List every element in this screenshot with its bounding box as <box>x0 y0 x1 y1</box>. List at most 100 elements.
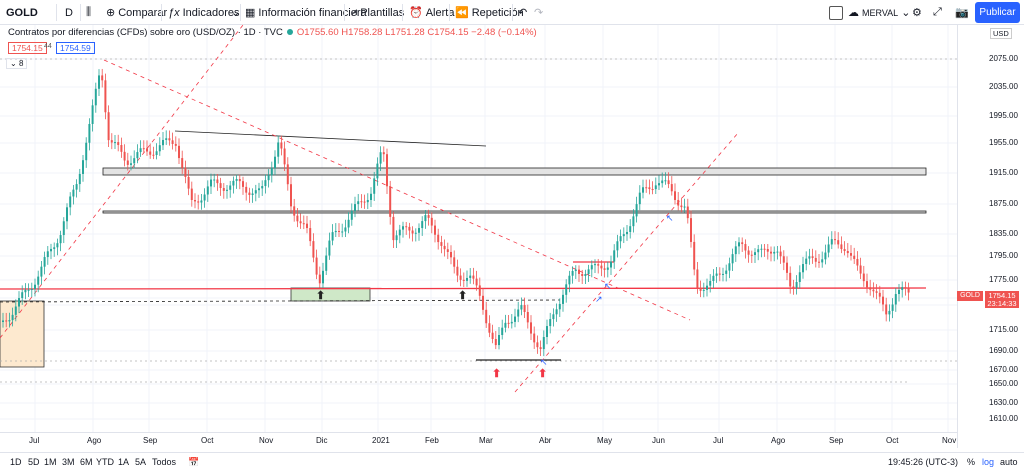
resistance-zone-drawing[interactable] <box>102 167 927 176</box>
financials-button[interactable]: ▦ Información financiera <box>245 6 367 20</box>
highlight-box-drawing[interactable] <box>0 300 45 368</box>
bottom-toolbar: 1D 5D 1M 3M 6M YTD 1A 5A Todos 📅 19:45:26 (UTC-3… <box>0 452 1024 473</box>
arrow-icon: ↖ <box>604 281 612 291</box>
candle-body <box>421 221 424 229</box>
downtrend-line-drawing[interactable] <box>103 59 691 321</box>
plus-circle-icon: ⊕ <box>106 7 116 19</box>
range-button-ytd[interactable]: YTD <box>96 457 114 467</box>
candle-body <box>270 167 273 176</box>
candle-body <box>414 232 417 234</box>
settings-button[interactable]: ⚙ <box>912 0 922 25</box>
candle-body <box>110 140 113 143</box>
candle-body <box>280 142 283 149</box>
candle-body <box>824 252 827 260</box>
range-button-6m[interactable]: 6M <box>80 457 93 467</box>
horizontal-line-drawing[interactable] <box>0 287 927 290</box>
undo-button[interactable]: ↶ <box>518 0 527 25</box>
candle-body <box>757 249 760 253</box>
range-button-5a[interactable]: 5A <box>135 457 147 467</box>
candle-body <box>366 199 369 203</box>
divider <box>512 4 513 21</box>
price-label: 1670.00 <box>989 365 1018 374</box>
candle-body <box>894 294 897 305</box>
candle-body <box>878 292 881 297</box>
range-button-1a[interactable]: 1A <box>118 457 130 467</box>
candle-body <box>37 276 40 285</box>
last-price-tag: GOLD 1754.15 23:14:33 <box>957 291 1019 308</box>
chart-type-button[interactable]: ⫼ <box>86 0 91 25</box>
candle-body <box>622 234 625 237</box>
candle-body <box>178 145 180 159</box>
candle-body <box>248 192 251 195</box>
percent-toggle[interactable]: % <box>967 457 976 467</box>
candle-body <box>722 273 724 275</box>
layout-button[interactable]: ☁ MERVAL ⌄ <box>848 7 911 19</box>
time-label: Dic <box>316 436 328 445</box>
alert-button[interactable]: ⏰ Alerta <box>409 6 455 20</box>
trend-line-drawing[interactable] <box>174 130 487 147</box>
candle-body <box>542 337 545 350</box>
candle-body <box>443 245 446 250</box>
candle-body <box>885 304 888 315</box>
snapshot-button[interactable]: 📷 <box>955 0 969 25</box>
square-icon <box>829 5 843 20</box>
candle-body <box>466 277 468 281</box>
range-button-1m[interactable]: 1M <box>44 457 57 467</box>
timezone-button[interactable]: 19:45:26 (UTC-3) <box>888 457 959 467</box>
candle-body <box>475 278 478 286</box>
interval-button[interactable]: D <box>65 6 73 19</box>
price-chart[interactable]: ⬆ ⬆ ⬆ ⬆ ↗ ↖ ↖ ↖ <box>0 25 1024 448</box>
redo-button[interactable]: ↷ <box>534 0 543 25</box>
candle-body <box>158 145 161 152</box>
candle-body <box>565 284 568 295</box>
range-button-5d[interactable]: 5D <box>28 457 40 467</box>
channel-line-drawing[interactable] <box>0 25 244 339</box>
fullscreen-button[interactable]: ⤢ <box>933 0 942 25</box>
log-toggle[interactable]: log <box>982 457 995 467</box>
auto-toggle[interactable]: auto <box>1000 457 1018 467</box>
replay-button[interactable]: ⏪ Repetición <box>455 6 524 20</box>
candle-body <box>62 221 65 236</box>
range-button-1d[interactable]: 1D <box>10 457 22 467</box>
candle-body <box>101 75 104 81</box>
candle-body <box>296 215 299 222</box>
price-label: 1690.00 <box>989 346 1018 355</box>
price-label: 2035.00 <box>989 82 1018 91</box>
support-zone-drawing[interactable] <box>290 287 371 302</box>
candle-body <box>798 272 801 282</box>
support-line-drawing[interactable] <box>102 210 927 214</box>
candle-body <box>670 184 673 192</box>
candle-body <box>517 309 520 317</box>
compare-button[interactable]: ⊕ Comparar <box>106 6 168 20</box>
templates-button[interactable]: ⩘ Plantillas <box>351 6 405 19</box>
candle-body <box>75 184 78 190</box>
fullscreen-square-button[interactable] <box>829 0 843 25</box>
indicators-button[interactable]: ƒx Indicadores <box>168 6 240 19</box>
uptrend-line-drawing[interactable] <box>514 132 739 393</box>
time-scale[interactable]: Jul Ago Sep Oct Nov Dic 2021 Feb Mar Abr May Jun Jul… <box>0 432 957 448</box>
currency-label[interactable]: USD <box>990 28 1012 39</box>
publish-button[interactable]: Publicar <box>975 2 1020 23</box>
indicators-dropdown[interactable]: ⌄ <box>231 0 240 25</box>
calendar-icon: 📅 <box>188 457 200 467</box>
divider <box>449 4 450 21</box>
candle-body <box>152 154 155 156</box>
candle-body <box>107 112 110 141</box>
candle-body <box>597 264 600 266</box>
candle-body <box>731 254 734 264</box>
dashed-line-drawing[interactable] <box>0 299 561 303</box>
candle-body <box>149 151 152 155</box>
candle-body <box>539 347 542 350</box>
candle-body <box>344 227 347 232</box>
range-button-3m[interactable]: 3M <box>62 457 75 467</box>
price-scale[interactable]: USD 2075.00 2035.00 1995.00 1955.00 1915.00 1… <box>957 25 1024 448</box>
symbol-search[interactable]: GOLD <box>6 6 38 19</box>
date-range-button[interactable]: 📅 <box>188 457 199 468</box>
candle-body <box>315 257 318 275</box>
buy-price-box[interactable]: 1754.59 <box>56 42 95 54</box>
candle-body <box>568 275 571 285</box>
collapse-legend-button[interactable]: ⌄ 8 <box>6 58 28 69</box>
sell-price-box[interactable]: 1754.15 <box>8 42 47 54</box>
candle-body <box>626 231 628 235</box>
range-button-todos[interactable]: Todos <box>152 457 177 467</box>
